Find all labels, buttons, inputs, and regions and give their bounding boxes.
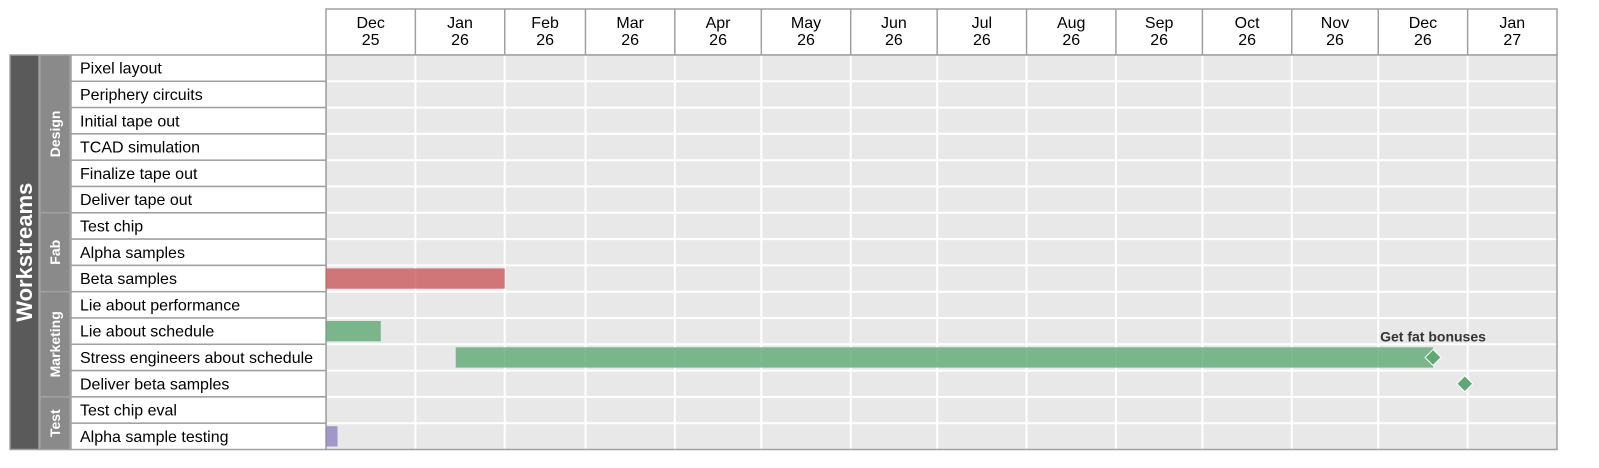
month-tick-label: Jun (881, 15, 907, 32)
year-tick-label: 26 (1150, 32, 1168, 49)
task-label-cell (70, 317, 327, 346)
task-label: Lie about performance (80, 297, 240, 314)
year-tick-label: 27 (1503, 32, 1521, 49)
month-tick-label: Jul (972, 15, 992, 32)
year-tick-label: 26 (451, 32, 469, 49)
month-tick-label: Feb (531, 15, 559, 32)
task-label: Test chip (80, 218, 143, 235)
year-tick-label: 26 (1238, 32, 1256, 49)
task-label: Deliver beta samples (80, 376, 229, 393)
month-tick-label: Apr (706, 15, 732, 32)
task-bar (326, 268, 505, 289)
month-tick-label: May (791, 15, 821, 32)
task-bar (326, 321, 381, 342)
year-tick-label: 26 (885, 32, 903, 49)
task-label-cell (70, 133, 327, 161)
year-tick-label: 26 (1414, 32, 1432, 49)
milestone-label: Get fat bonuses (1380, 328, 1486, 344)
task-label: Initial tape out (80, 113, 180, 130)
month-tick-label: Jan (447, 15, 473, 32)
task-label: TCAD simulation (80, 140, 200, 157)
year-tick-label: 26 (1326, 32, 1344, 49)
group-band-test (39, 396, 71, 451)
task-label: Stress engineers about schedule (80, 350, 313, 367)
grid-background (326, 55, 1557, 450)
task-label: Alpha samples (80, 245, 185, 262)
year-tick-label: 26 (1062, 32, 1080, 49)
month-tick-label: Mar (616, 15, 644, 32)
month-tick-label: Oct (1235, 15, 1260, 32)
task-label: Periphery circuits (80, 87, 203, 104)
year-tick-label: 26 (621, 32, 639, 49)
task-bar (326, 426, 338, 447)
task-label-cell (70, 422, 327, 451)
task-label-cell (70, 238, 327, 267)
task-label-cell (70, 290, 327, 319)
group-band-design (39, 54, 71, 214)
task-label-cell (70, 264, 327, 293)
year-tick-label: 26 (797, 32, 815, 49)
milestone-marker (1456, 375, 1474, 393)
workstreams-band (9, 54, 40, 451)
workstreams-label: Workstreams (12, 183, 37, 322)
task-label-cell (70, 343, 327, 372)
task-label: Lie about schedule (80, 324, 214, 341)
group-band-marketing (39, 290, 71, 398)
task-label-cell (70, 159, 327, 188)
task-label-cell (70, 212, 327, 240)
month-tick-label: Sep (1145, 15, 1174, 32)
task-label: Pixel layout (80, 61, 162, 78)
milestone-marker (1424, 348, 1442, 367)
year-tick-label: 26 (973, 32, 991, 49)
task-label: Test chip eval (80, 403, 177, 420)
task-label: Alpha sample testing (80, 429, 229, 446)
year-tick-label: 25 (362, 32, 380, 49)
month-tick-label: Nov (1321, 15, 1349, 32)
task-label-cell (70, 106, 327, 135)
month-tick-label: Dec (1409, 15, 1437, 32)
timeline-header (325, 8, 1558, 56)
group-label-marketing: Marketing (47, 311, 63, 377)
task-bar (455, 347, 1434, 368)
month-tick-label: Jan (1499, 15, 1525, 32)
task-label-cell (70, 80, 327, 109)
group-band-fab (39, 212, 71, 293)
task-label: Deliver tape out (80, 192, 193, 209)
task-label: Beta samples (80, 271, 177, 288)
year-tick-label: 26 (709, 32, 727, 49)
group-label-test: Test (47, 409, 63, 437)
year-tick-label: 26 (536, 32, 554, 49)
task-label-cell (70, 54, 327, 83)
group-label-fab: Fab (47, 240, 63, 265)
group-label-design: Design (47, 111, 63, 158)
task-label: Finalize tape out (80, 166, 198, 183)
month-tick-label: Dec (356, 15, 384, 32)
month-tick-label: Aug (1057, 15, 1085, 32)
